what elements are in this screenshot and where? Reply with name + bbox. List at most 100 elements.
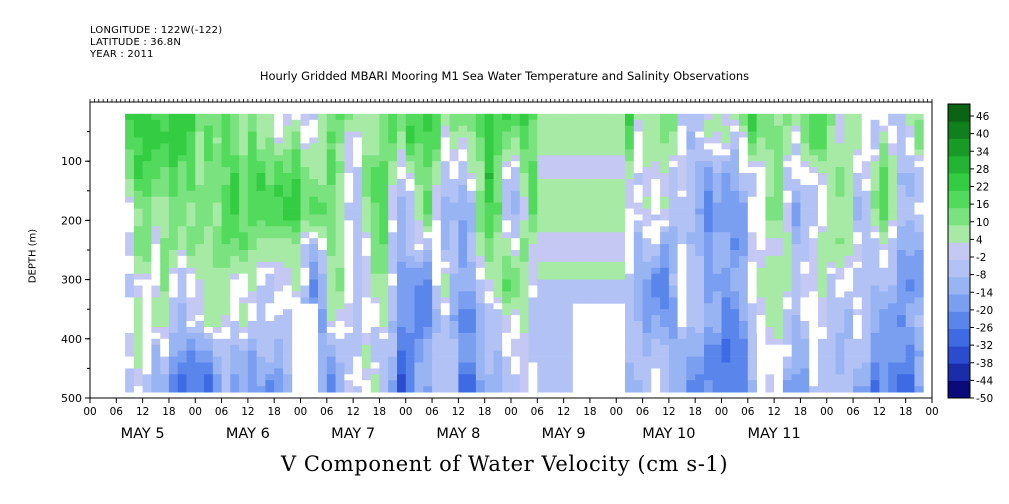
heatmap-cell	[546, 356, 556, 363]
heatmap-cell	[318, 202, 328, 209]
heatmap-cell	[195, 173, 205, 180]
heatmap-cell	[388, 315, 398, 322]
heatmap-cell	[712, 202, 722, 209]
heatmap-cell	[484, 297, 494, 304]
heatmap-cell	[475, 261, 486, 269]
heatmap-cell	[844, 356, 854, 363]
heatmap-cell	[274, 196, 284, 203]
heatmap-cell	[747, 155, 757, 162]
heatmap-cell	[151, 113, 161, 121]
heatmap-cell	[896, 362, 907, 369]
heatmap-cell	[467, 184, 477, 192]
heatmap-cell	[861, 137, 871, 144]
heatmap-cell	[677, 356, 687, 363]
heatmap-cell	[291, 113, 301, 121]
heatmap-cell	[879, 279, 889, 286]
heatmap-cell	[221, 220, 231, 227]
heatmap-cell	[502, 137, 512, 144]
heatmap-cell	[247, 244, 258, 251]
heatmap-cell	[335, 179, 345, 186]
heatmap-cell	[221, 196, 231, 203]
heatmap-cell	[896, 255, 907, 263]
heatmap-cell	[256, 244, 266, 251]
heatmap-cell	[835, 386, 845, 393]
heatmap-cell	[423, 161, 433, 168]
heatmap-cell	[309, 244, 319, 251]
heatmap-cell	[809, 285, 819, 292]
heatmap-cell	[125, 220, 135, 227]
heatmap-cell	[484, 368, 494, 375]
heatmap-cell	[177, 161, 187, 168]
heatmap-cell	[791, 261, 801, 269]
x-tick-label: 12	[873, 406, 886, 418]
heatmap-cell	[484, 285, 494, 292]
heatmap-cell	[177, 332, 187, 340]
heatmap-cell	[800, 309, 810, 316]
heatmap-cell	[782, 250, 793, 257]
heatmap-cell	[756, 119, 766, 127]
heatmap-cell	[800, 161, 810, 168]
heatmap-cell	[125, 250, 135, 257]
heatmap-cell	[747, 131, 757, 138]
heatmap-cell	[212, 279, 222, 286]
heatmap-cell	[730, 202, 740, 209]
heatmap-cell	[309, 226, 319, 233]
heatmap-cell	[914, 202, 924, 209]
heatmap-cell	[686, 113, 696, 121]
heatmap-cell	[774, 374, 784, 381]
heatmap-cell	[414, 232, 424, 239]
heatmap-cell	[739, 267, 749, 275]
heatmap-cell	[581, 297, 591, 304]
heatmap-cell	[265, 303, 275, 310]
heatmap-cell	[914, 368, 924, 375]
heatmap-cell	[344, 332, 354, 340]
heatmap-cell	[677, 167, 687, 174]
heatmap-cell	[502, 167, 512, 174]
heatmap-cell	[747, 214, 757, 221]
heatmap-cell	[660, 173, 670, 180]
heatmap-cell	[186, 380, 196, 387]
heatmap-cell	[704, 350, 714, 357]
heatmap-cell	[361, 279, 372, 286]
heatmap-cell	[344, 232, 354, 239]
heatmap-cell	[449, 179, 459, 186]
heatmap-cell	[326, 368, 336, 375]
heatmap-cell	[896, 267, 907, 275]
heatmap-cell	[818, 173, 828, 180]
heatmap-cell	[274, 161, 284, 168]
heatmap-cell	[449, 332, 459, 340]
heatmap-cell	[511, 368, 521, 375]
heatmap-cell	[774, 297, 784, 304]
heatmap-cell	[397, 149, 407, 156]
heatmap-cell	[844, 149, 854, 156]
heatmap-cell	[633, 214, 643, 221]
heatmap-cell	[598, 184, 608, 192]
heatmap-cell	[370, 356, 380, 363]
heatmap-cell	[546, 143, 556, 150]
heatmap-cell	[133, 255, 144, 263]
heatmap-cell	[695, 386, 705, 393]
heatmap-cell	[168, 338, 179, 346]
heatmap-cell	[756, 196, 766, 203]
heatmap-cell	[598, 285, 608, 292]
heatmap-cell	[291, 297, 301, 304]
heatmap-cell	[625, 386, 635, 393]
heatmap-cell	[388, 321, 398, 328]
heatmap-cell	[721, 143, 731, 150]
heatmap-cell	[467, 143, 477, 150]
heatmap-cell	[195, 155, 205, 162]
heatmap-cell	[204, 338, 214, 346]
heatmap-cell	[528, 173, 538, 180]
heatmap-cell	[616, 279, 626, 286]
heatmap-cell	[440, 279, 450, 286]
heatmap-cell	[511, 173, 521, 180]
heatmap-cell	[370, 374, 380, 381]
heatmap-cell	[572, 173, 582, 180]
heatmap-cell	[405, 321, 415, 328]
heatmap-cell	[423, 303, 433, 310]
heatmap-cell	[686, 380, 696, 387]
heatmap-cell	[598, 137, 608, 144]
heatmap-cell	[502, 285, 512, 292]
heatmap-cell	[660, 167, 670, 174]
heatmap-cell	[212, 196, 222, 203]
